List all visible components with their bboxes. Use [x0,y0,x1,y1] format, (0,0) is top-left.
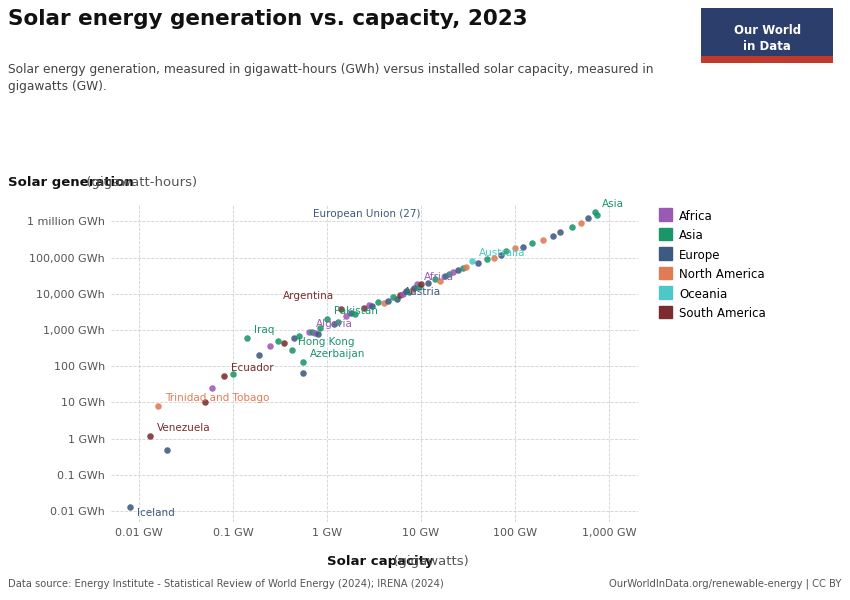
Point [574,218,587,228]
Point [443,269,456,279]
Point [546,231,559,241]
Point [334,304,348,314]
Point [348,309,362,319]
Point [456,263,470,273]
Text: Algeria: Algeria [316,319,354,329]
Point [252,350,266,360]
Text: Hong Kong: Hong Kong [298,337,355,347]
Point [365,301,378,311]
Text: (gigawatt-hours): (gigawatt-hours) [82,176,197,189]
Point [205,383,218,393]
Text: Solar energy generation vs. capacity, 2023: Solar energy generation vs. capacity, 20… [8,9,528,29]
Point [371,297,385,307]
Point [390,295,404,304]
Point [439,272,452,281]
Point [287,333,301,343]
Text: Ecuador: Ecuador [230,363,274,373]
Point [565,222,579,232]
Point [428,275,442,284]
Point [226,370,240,379]
Point [487,253,501,262]
Point [459,262,473,272]
Point [292,331,305,340]
Point [397,289,411,299]
Text: Solar energy generation, measured in gigawatt-hours (GWh) versus installed solar: Solar energy generation, measured in gig… [8,63,654,93]
Point [382,296,395,305]
Point [344,308,358,317]
Text: Azerbaijan: Azerbaijan [309,349,365,359]
Point [516,242,530,251]
Text: Solar generation: Solar generation [8,176,134,189]
Text: Data source: Energy Institute - Statistical Review of World Energy (2024); IRENA: Data source: Energy Institute - Statisti… [8,579,445,589]
Text: Argentina: Argentina [283,290,334,301]
Text: (gigawatts): (gigawatts) [389,554,469,568]
Point [123,502,137,512]
Point [377,298,390,308]
Point [480,254,494,264]
Point [311,329,325,339]
Point [588,207,602,217]
Text: Pakistan: Pakistan [334,306,377,316]
Point [240,333,253,343]
Point [161,445,174,454]
Point [494,250,507,259]
Point [362,300,376,310]
Point [339,311,353,320]
Text: Venezuela: Venezuela [156,423,210,433]
Text: Trinidad and Tobago: Trinidad and Tobago [165,393,269,403]
Text: Asia: Asia [602,199,624,209]
Point [553,227,567,237]
Point [296,357,309,367]
Point [331,317,344,326]
Text: Our World: Our World [734,25,801,37]
Point [327,319,341,328]
Point [446,267,460,277]
Text: European Union (27): European Union (27) [313,209,421,219]
Point [296,368,309,378]
Point [264,341,277,351]
Text: OurWorldInData.org/renewable-energy | CC BY: OurWorldInData.org/renewable-energy | CC… [609,578,842,589]
Point [271,336,285,346]
Text: Australia: Australia [479,248,525,258]
Point [499,247,513,256]
Point [143,431,156,440]
Point [536,235,550,245]
Point [306,327,320,337]
Text: Austria: Austria [404,287,440,296]
Legend: Africa, Asia, Europe, North America, Oceania, South America: Africa, Asia, Europe, North America, Oce… [660,210,766,320]
Point [309,328,322,337]
Point [386,292,400,302]
Text: Solar capacity: Solar capacity [327,554,434,568]
Point [358,304,371,313]
Point [471,259,484,268]
Point [591,210,604,220]
Point [451,265,465,275]
Text: Africa: Africa [423,272,454,282]
Point [285,345,298,355]
Point [408,284,422,293]
Point [412,283,426,292]
Point [422,278,435,287]
Point [410,280,423,289]
Point [414,280,428,289]
Point [217,371,230,380]
Point [466,256,479,266]
Point [400,286,413,296]
Point [403,287,416,297]
Point [151,401,165,411]
Point [508,244,522,253]
Point [405,285,419,295]
Point [314,323,327,333]
Point [581,214,595,223]
Point [320,314,334,324]
Point [394,290,407,300]
Point [524,238,538,248]
Text: in Data: in Data [743,40,791,53]
Point [434,277,447,286]
Point [303,327,316,337]
Text: Iraq: Iraq [253,325,274,335]
Text: Iceland: Iceland [137,508,174,518]
Point [198,398,212,407]
Point [277,338,291,347]
